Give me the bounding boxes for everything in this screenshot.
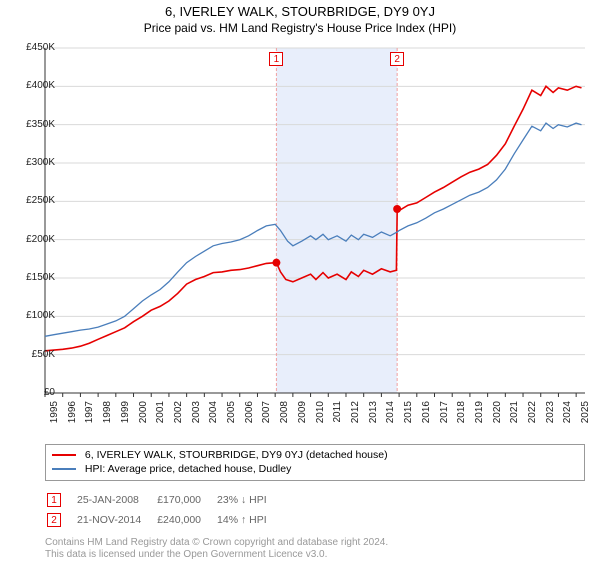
x-tick-label: 2012 <box>350 401 361 431</box>
y-tick-label: £100K <box>5 310 55 321</box>
page-title: 6, IVERLEY WALK, STOURBRIDGE, DY9 0YJ <box>0 4 600 19</box>
page-subtitle: Price paid vs. HM Land Registry's House … <box>0 21 600 35</box>
y-tick-label: £50K <box>5 349 55 360</box>
x-tick-label: 2007 <box>261 401 272 431</box>
x-tick-label: 2001 <box>155 401 166 431</box>
y-tick-label: £300K <box>5 157 55 168</box>
x-tick-label: 2004 <box>208 401 219 431</box>
y-tick-label: £400K <box>5 80 55 91</box>
y-tick-label: £150K <box>5 272 55 283</box>
x-tick-label: 2021 <box>509 401 520 431</box>
footer-line: Contains HM Land Registry data © Crown c… <box>45 537 585 549</box>
x-tick-label: 2008 <box>279 401 290 431</box>
y-tick-label: £0 <box>5 387 55 398</box>
chart-area <box>45 48 585 393</box>
footer-line: This data is licensed under the Open Gov… <box>45 549 585 561</box>
tx-delta: 23% ↓ HPI <box>217 491 281 509</box>
x-tick-label: 2024 <box>562 401 573 431</box>
y-tick-label: £250K <box>5 195 55 206</box>
table-row: 2 21-NOV-2014 £240,000 14% ↑ HPI <box>47 511 281 529</box>
sale-marker-callout: 2 <box>390 52 404 66</box>
x-tick-label: 2020 <box>492 401 503 431</box>
sale-marker-badge: 1 <box>47 493 61 507</box>
x-tick-label: 2010 <box>315 401 326 431</box>
x-tick-label: 1998 <box>102 401 113 431</box>
tx-price: £170,000 <box>157 491 215 509</box>
x-tick-label: 2019 <box>474 401 485 431</box>
sale-marker-callout: 1 <box>269 52 283 66</box>
x-tick-label: 1999 <box>120 401 131 431</box>
x-tick-label: 2002 <box>173 401 184 431</box>
x-tick-label: 2014 <box>385 401 396 431</box>
x-tick-label: 2011 <box>332 401 343 431</box>
legend-label: 6, IVERLEY WALK, STOURBRIDGE, DY9 0YJ (d… <box>85 449 388 461</box>
x-tick-label: 2006 <box>244 401 255 431</box>
x-tick-label: 1995 <box>49 401 60 431</box>
legend-label: HPI: Average price, detached house, Dudl… <box>85 463 291 475</box>
sale-marker-badge: 2 <box>47 513 61 527</box>
x-tick-label: 2017 <box>439 401 450 431</box>
x-tick-label: 2003 <box>191 401 202 431</box>
tx-date: 25-JAN-2008 <box>77 491 155 509</box>
x-tick-label: 2015 <box>403 401 414 431</box>
legend-swatch <box>52 468 76 470</box>
tx-date: 21-NOV-2014 <box>77 511 155 529</box>
x-tick-label: 2005 <box>226 401 237 431</box>
y-tick-label: £450K <box>5 42 55 53</box>
x-tick-label: 2009 <box>297 401 308 431</box>
legend-row-subject: 6, IVERLEY WALK, STOURBRIDGE, DY9 0YJ (d… <box>52 448 578 462</box>
x-tick-label: 2013 <box>368 401 379 431</box>
footer: Contains HM Land Registry data © Crown c… <box>45 537 585 561</box>
tx-price: £240,000 <box>157 511 215 529</box>
x-tick-label: 1996 <box>67 401 78 431</box>
x-tick-label: 2018 <box>456 401 467 431</box>
legend-swatch <box>52 454 76 456</box>
legend: 6, IVERLEY WALK, STOURBRIDGE, DY9 0YJ (d… <box>45 444 585 481</box>
line-chart <box>45 48 585 393</box>
legend-row-hpi: HPI: Average price, detached house, Dudl… <box>52 462 578 476</box>
transactions-table: 1 25-JAN-2008 £170,000 23% ↓ HPI 2 21-NO… <box>45 489 283 531</box>
x-tick-label: 2023 <box>545 401 556 431</box>
x-tick-label: 2016 <box>421 401 432 431</box>
y-tick-label: £350K <box>5 119 55 130</box>
table-row: 1 25-JAN-2008 £170,000 23% ↓ HPI <box>47 491 281 509</box>
x-tick-label: 2025 <box>580 401 591 431</box>
y-tick-label: £200K <box>5 234 55 245</box>
legend-and-footer: 6, IVERLEY WALK, STOURBRIDGE, DY9 0YJ (d… <box>45 444 585 561</box>
x-tick-label: 2000 <box>138 401 149 431</box>
tx-delta: 14% ↑ HPI <box>217 511 281 529</box>
x-tick-label: 2022 <box>527 401 538 431</box>
x-tick-label: 1997 <box>84 401 95 431</box>
